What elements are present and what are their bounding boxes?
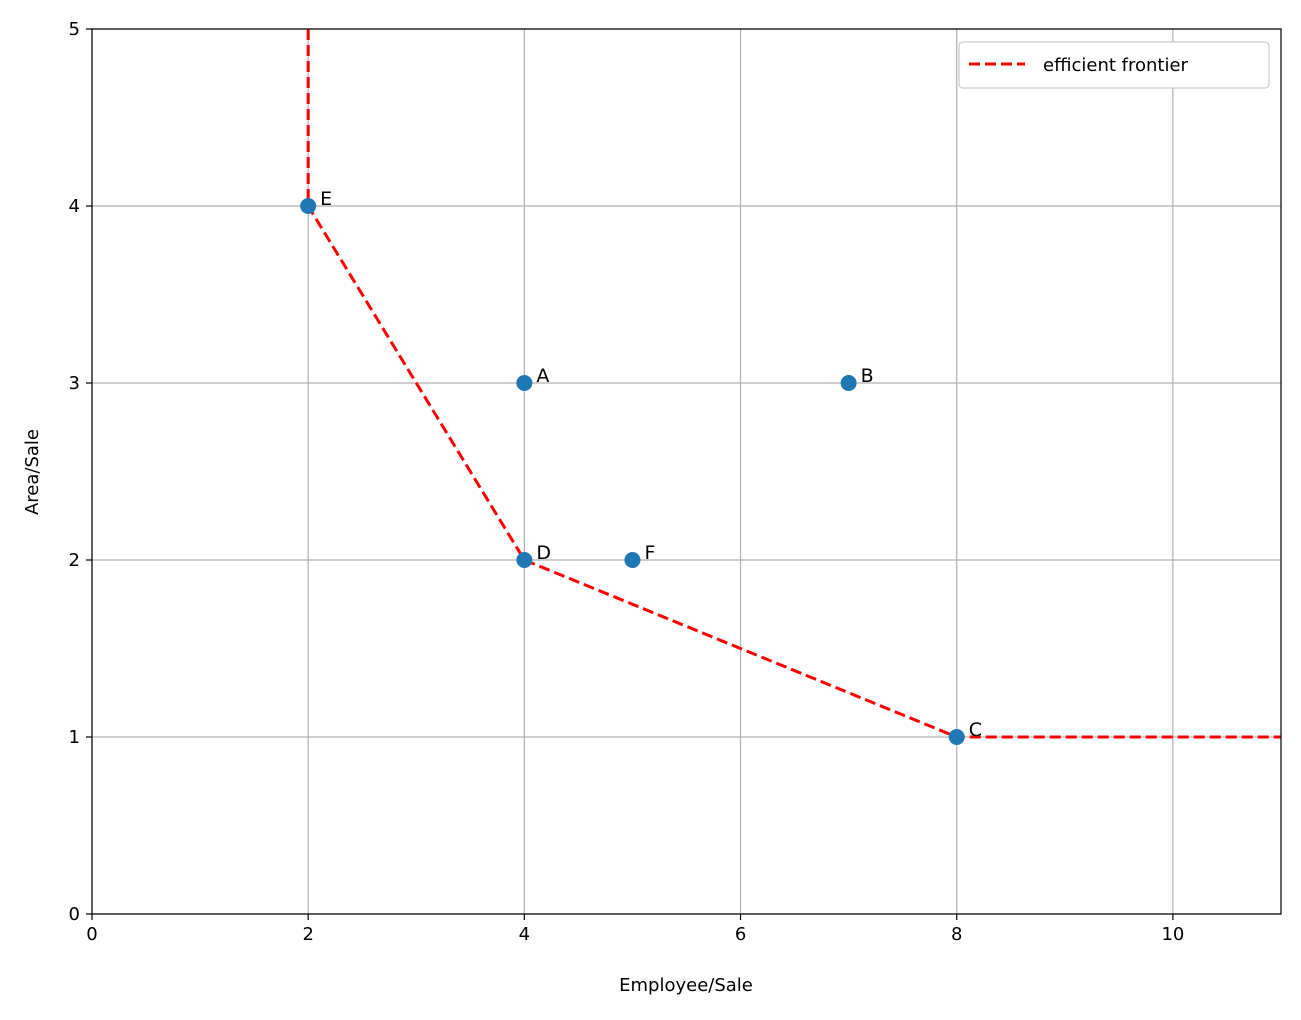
axes-frame [91,28,1282,915]
axis-ticks: 0 2 4 6 8 10 0 1 2 3 4 5 [69,19,1185,945]
data-points: A B C D E F [300,188,982,745]
y-tick-label: 1 [69,727,80,748]
point-F [624,552,641,568]
legend-label: efficient frontier [1043,55,1189,76]
y-tick-label: 0 [69,904,80,925]
x-tick-label: 0 [86,924,97,945]
x-axis-label: Employee/Sale [619,975,753,996]
point-label-F: F [644,542,655,564]
point-label-E: E [320,188,332,210]
x-tick-label: 10 [1161,924,1184,945]
x-tick-label: 8 [951,924,962,945]
legend: efficient frontier [958,41,1270,89]
point-D [516,552,533,568]
point-label-D: D [536,542,551,564]
x-tick-label: 4 [519,924,530,945]
frontier-line [306,29,1281,739]
y-tick-label: 5 [69,19,80,40]
point-E [300,198,317,214]
point-B [840,375,857,391]
point-A [516,375,533,391]
point-label-C: C [969,719,982,741]
x-tick-label: 6 [735,924,746,945]
grid-lines [91,28,1281,915]
y-tick-label: 4 [69,196,80,217]
frontier-lines [306,29,1281,739]
y-tick-label: 3 [69,373,80,394]
point-label-A: A [536,365,549,387]
point-label-B: B [861,365,874,387]
legend-box [958,41,1270,89]
x-tick-label: 2 [302,924,313,945]
y-tick-label: 2 [69,550,80,571]
y-axis-label: Area/Sale [22,429,43,515]
point-C [948,729,965,745]
